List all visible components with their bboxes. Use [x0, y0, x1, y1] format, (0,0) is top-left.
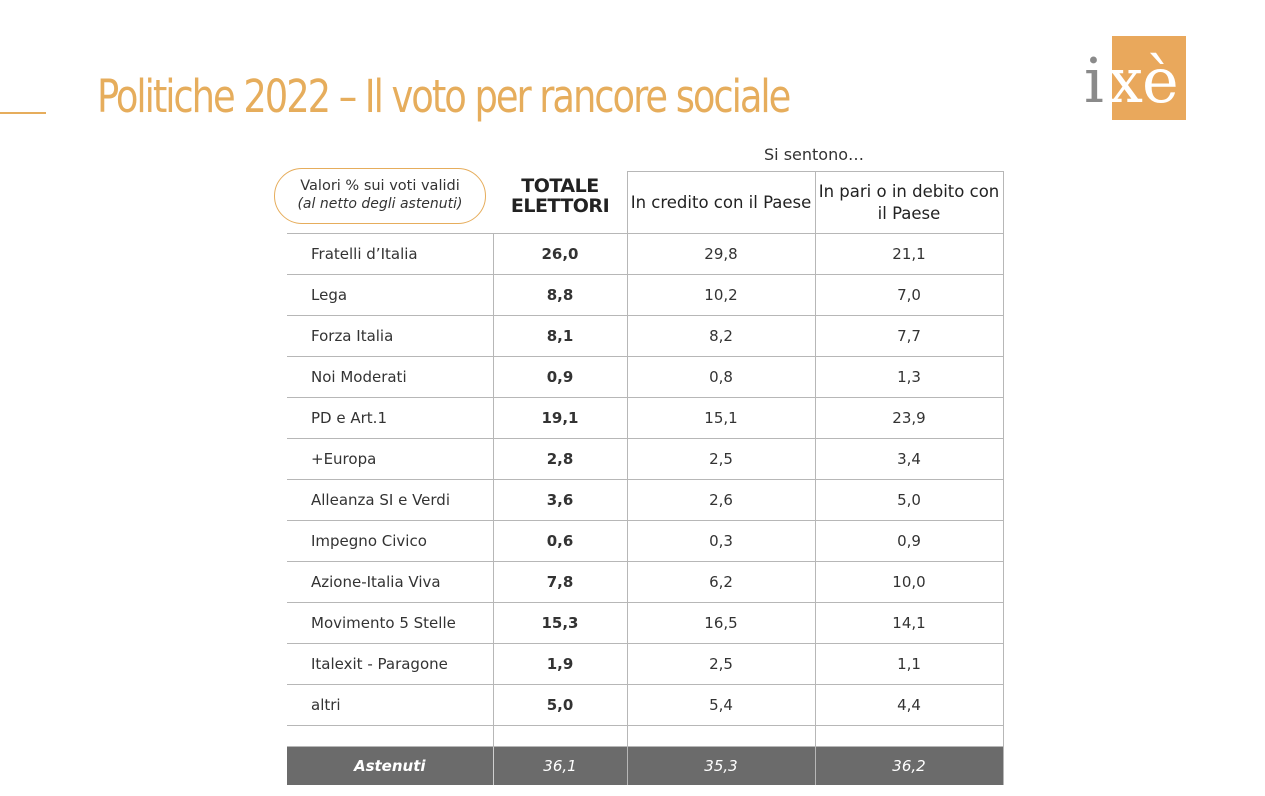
abstained-credit: 35,3 — [626, 746, 816, 785]
debit-value: 10,0 — [815, 561, 1004, 603]
total-value: 7,8 — [492, 561, 628, 603]
debit-value: 1,1 — [815, 643, 1004, 685]
credit-value: 8,2 — [627, 315, 816, 357]
party-label: Lega — [287, 274, 493, 316]
table-row: altri 5,0 5,4 4,4 — [287, 684, 1004, 726]
total-value: 0,9 — [492, 356, 628, 398]
spacer-cell — [627, 725, 816, 747]
total-value: 0,6 — [492, 520, 628, 562]
credit-value: 0,8 — [627, 356, 816, 398]
abstained-row: Astenuti 36,1 35,3 36,2 — [287, 746, 1004, 785]
credit-value: 10,2 — [627, 274, 816, 316]
debit-value: 3,4 — [815, 438, 1004, 480]
abstained-label: Astenuti — [287, 746, 493, 785]
header-blank-cell — [287, 171, 493, 234]
total-value: 8,8 — [492, 274, 628, 316]
party-label: Impegno Civico — [287, 520, 493, 562]
credit-value: 2,5 — [627, 438, 816, 480]
credit-value: 5,4 — [627, 684, 816, 726]
total-value: 8,1 — [492, 315, 628, 357]
credit-value: 15,1 — [627, 397, 816, 439]
debit-value: 1,3 — [815, 356, 1004, 398]
total-value: 5,0 — [492, 684, 628, 726]
party-label: PD e Art.1 — [287, 397, 493, 439]
table-row: Fratelli d’Italia 26,0 29,8 21,1 — [287, 233, 1004, 275]
party-label: Noi Moderati — [287, 356, 493, 398]
vote-table: In credito con il Paese In pari o in deb… — [287, 171, 1004, 785]
debit-value: 5,0 — [815, 479, 1004, 521]
table-row: Italexit - Paragone 1,9 2,5 1,1 — [287, 643, 1004, 685]
abstained-total: 36,1 — [492, 746, 628, 785]
total-value: 3,6 — [492, 479, 628, 521]
table-row: PD e Art.1 19,1 15,1 23,9 — [287, 397, 1004, 439]
total-value: 15,3 — [492, 602, 628, 644]
party-label: Movimento 5 Stelle — [287, 602, 493, 644]
svg-text:è: è — [1142, 44, 1179, 117]
table-row: Impegno Civico 0,6 0,3 0,9 — [287, 520, 1004, 562]
debit-value: 14,1 — [815, 602, 1004, 644]
debit-value: 21,1 — [815, 233, 1004, 275]
credit-value: 29,8 — [627, 233, 816, 275]
table-row: Noi Moderati 0,9 0,8 1,3 — [287, 356, 1004, 398]
party-label: Fratelli d’Italia — [287, 233, 493, 275]
debit-value: 0,9 — [815, 520, 1004, 562]
party-label: Forza Italia — [287, 315, 493, 357]
abstained-debit: 36,2 — [814, 746, 1004, 785]
debit-value: 7,7 — [815, 315, 1004, 357]
col-b-header: In pari o in debito con il Paese — [815, 171, 1004, 234]
table-row: Lega 8,8 10,2 7,0 — [287, 274, 1004, 316]
party-label: Alleanza SI e Verdi — [287, 479, 493, 521]
party-label: Italexit - Paragone — [287, 643, 493, 685]
total-value: 2,8 — [492, 438, 628, 480]
title-accent-line — [0, 112, 46, 114]
table-row: +Europa 2,8 2,5 3,4 — [287, 438, 1004, 480]
debit-value: 23,9 — [815, 397, 1004, 439]
party-label: +Europa — [287, 438, 493, 480]
table-row: Forza Italia 8,1 8,2 7,7 — [287, 315, 1004, 357]
group-header: Si sentono… — [764, 145, 864, 164]
credit-value: 16,5 — [627, 602, 816, 644]
col-a-header: In credito con il Paese — [626, 171, 816, 234]
ixe-logo: i x è — [1084, 36, 1186, 120]
total-value: 26,0 — [492, 233, 628, 275]
credit-value: 0,3 — [627, 520, 816, 562]
party-label: altri — [287, 684, 493, 726]
page-title: Politiche 2022 – Il voto per rancore soc… — [97, 70, 791, 123]
table-row: Azione-Italia Viva 7,8 6,2 10,0 — [287, 561, 1004, 603]
table-row: Movimento 5 Stelle 15,3 16,5 14,1 — [287, 602, 1004, 644]
header-total-cell — [493, 171, 628, 234]
credit-value: 2,6 — [627, 479, 816, 521]
spacer-cell — [815, 725, 1004, 747]
total-value: 1,9 — [492, 643, 628, 685]
credit-value: 6,2 — [627, 561, 816, 603]
debit-value: 7,0 — [815, 274, 1004, 316]
table-row: Alleanza SI e Verdi 3,6 2,6 5,0 — [287, 479, 1004, 521]
party-label: Azione-Italia Viva — [287, 561, 493, 603]
debit-value: 4,4 — [815, 684, 1004, 726]
svg-text:i: i — [1084, 44, 1104, 117]
svg-text:x: x — [1108, 44, 1143, 117]
spacer-cell — [492, 725, 628, 747]
credit-value: 2,5 — [627, 643, 816, 685]
spacer-row — [287, 725, 1004, 747]
table-header-row: In credito con il Paese In pari o in deb… — [287, 171, 1004, 234]
total-value: 19,1 — [492, 397, 628, 439]
spacer-cell — [287, 725, 493, 747]
